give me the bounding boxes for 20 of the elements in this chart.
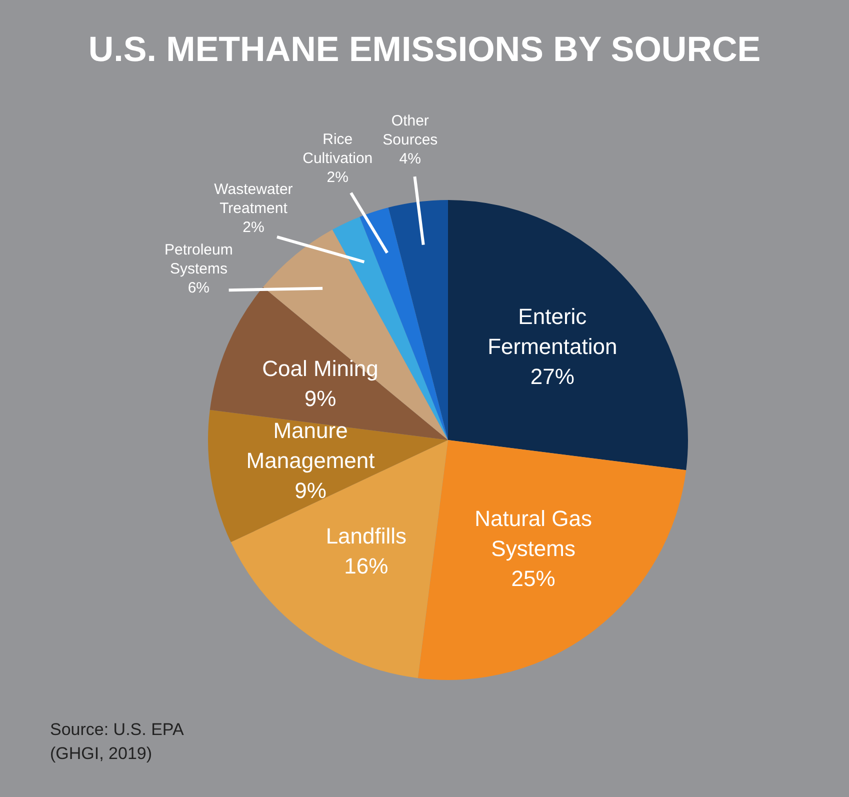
data-label: 16% (344, 554, 388, 579)
slice-label: Other Sources (382, 112, 438, 149)
data-label: 2% (242, 219, 264, 236)
data-label: 6% (188, 280, 210, 297)
data-label: 25% (511, 566, 556, 592)
data-label: 2% (326, 169, 348, 186)
slice-label: Natural Gas Systems (474, 506, 592, 562)
slice-label: Coal Mining (262, 356, 378, 381)
data-label: 9% (294, 478, 326, 503)
slice-label: Petroleum Systems (164, 242, 233, 278)
slice-label: Manure Management (246, 418, 375, 473)
data-label: 4% (399, 150, 421, 168)
source-note: Source: U.S. EPA (GHGI, 2019) (50, 719, 184, 765)
chart-title: U.S. METHANE EMISSIONS BY SOURCE (87, 30, 762, 70)
data-label: 27% (530, 364, 574, 390)
data-label: 9% (304, 386, 336, 411)
slice-label: Landfills (326, 524, 407, 549)
slice-label: Rice Cultivation (302, 131, 373, 168)
slice-label: Wastewater Treatment (214, 181, 293, 218)
slice-label: Enteric Fermentation (488, 304, 618, 360)
